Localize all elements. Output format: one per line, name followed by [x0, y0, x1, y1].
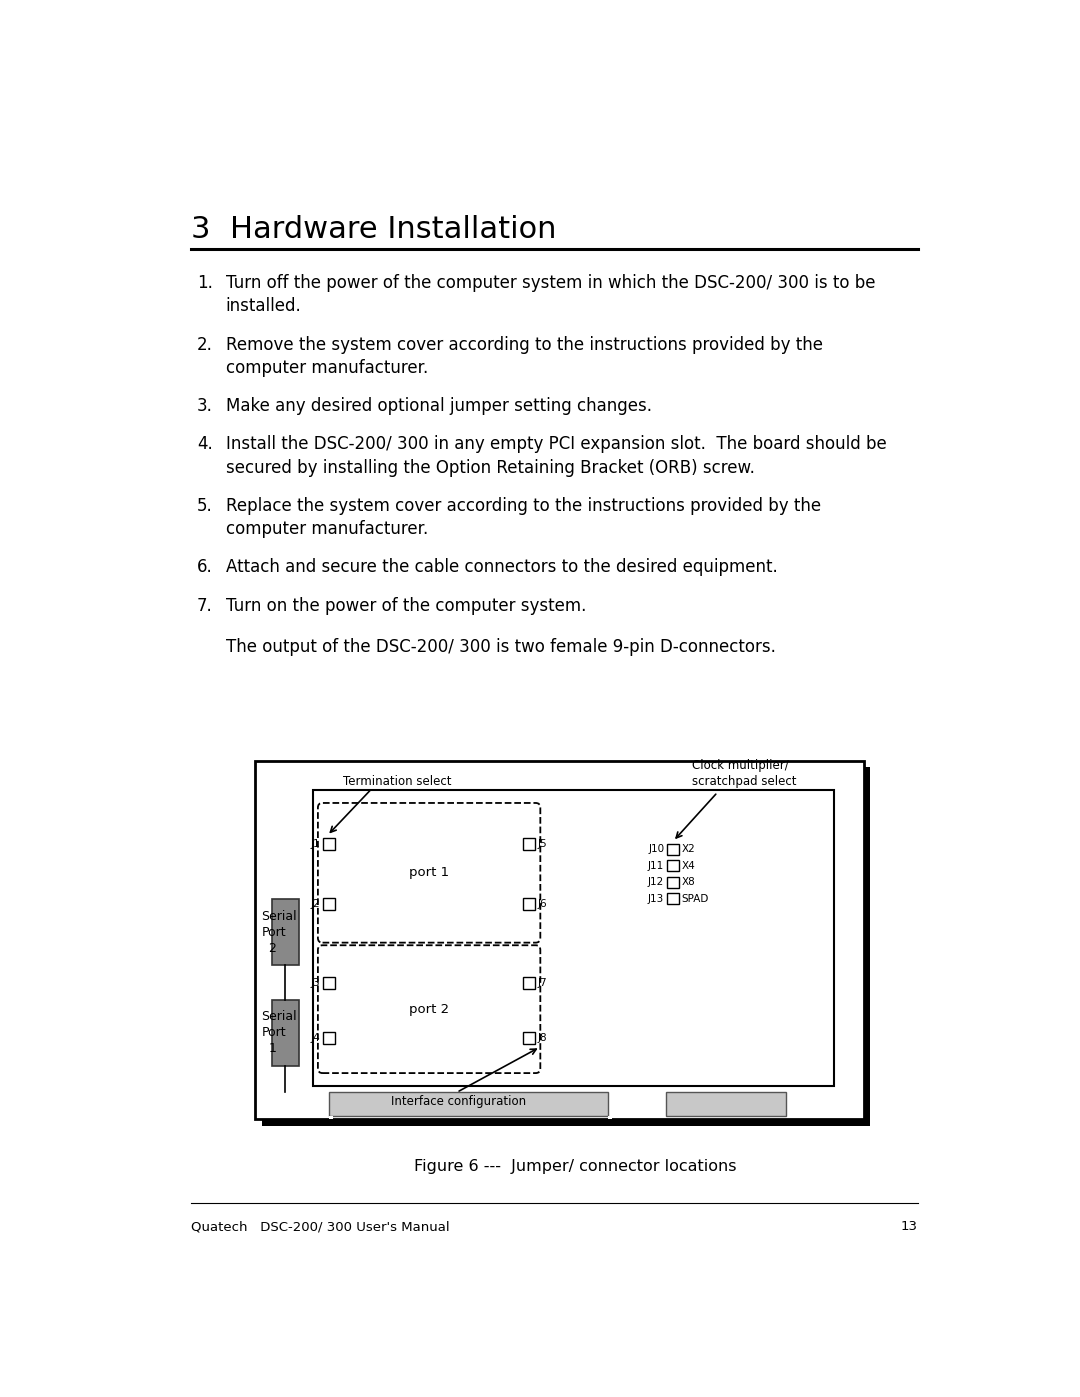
- Bar: [323, 977, 335, 989]
- Bar: [666, 1092, 786, 1116]
- Bar: [667, 877, 678, 887]
- Text: computer manufacturer.: computer manufacturer.: [226, 520, 428, 538]
- Text: J12: J12: [648, 877, 664, 887]
- Text: 6.: 6.: [197, 559, 213, 577]
- Text: 2.: 2.: [197, 335, 213, 353]
- Text: J6: J6: [538, 900, 548, 909]
- Bar: [667, 844, 678, 855]
- Text: J2: J2: [311, 900, 321, 909]
- Text: port 1: port 1: [409, 866, 449, 879]
- Text: computer manufacturer.: computer manufacturer.: [226, 359, 428, 377]
- Bar: [328, 1116, 333, 1119]
- Text: The output of the DSC-200/ 300 is two female 9-pin D-connectors.: The output of the DSC-200/ 300 is two fe…: [226, 638, 775, 657]
- Text: Make any desired optional jumper setting changes.: Make any desired optional jumper setting…: [226, 397, 651, 415]
- Text: Clock multiplier/
scratchpad select: Clock multiplier/ scratchpad select: [692, 759, 797, 788]
- Bar: [524, 898, 536, 909]
- Bar: [323, 1031, 335, 1044]
- Bar: [323, 838, 335, 851]
- Text: J7: J7: [538, 978, 548, 988]
- Text: Serial
Port
  2: Serial Port 2: [261, 909, 297, 954]
- Text: 4.: 4.: [197, 436, 213, 453]
- Bar: [272, 1000, 298, 1066]
- Text: Replace the system cover according to the instructions provided by the: Replace the system cover according to th…: [226, 497, 821, 515]
- Text: J5: J5: [538, 840, 548, 849]
- Text: J8: J8: [538, 1032, 548, 1042]
- Bar: [524, 838, 536, 851]
- Text: Install the DSC-200/ 300 in any empty PCI expansion slot.  The board should be: Install the DSC-200/ 300 in any empty PC…: [226, 436, 887, 453]
- Text: 5.: 5.: [197, 497, 213, 515]
- Text: Remove the system cover according to the instructions provided by the: Remove the system cover according to the…: [226, 335, 823, 353]
- Text: Interface configuration: Interface configuration: [391, 1095, 526, 1108]
- Text: J13: J13: [648, 894, 664, 904]
- Text: SPAD: SPAD: [681, 894, 710, 904]
- Bar: [667, 893, 678, 904]
- Text: J10: J10: [648, 844, 664, 854]
- Text: installed.: installed.: [226, 298, 301, 316]
- Bar: [328, 1092, 608, 1116]
- Text: Serial
Port
  1: Serial Port 1: [261, 1010, 297, 1055]
- Text: X2: X2: [681, 844, 696, 854]
- Bar: [272, 900, 298, 965]
- Text: 7.: 7.: [197, 597, 213, 615]
- Bar: [323, 898, 335, 909]
- Bar: [255, 760, 864, 1119]
- Text: X8: X8: [681, 877, 696, 887]
- Text: X4: X4: [681, 861, 696, 870]
- Text: 1.: 1.: [197, 274, 213, 292]
- Text: Quatech   DSC-200/ 300 User's Manual: Quatech DSC-200/ 300 User's Manual: [191, 1220, 449, 1234]
- Text: 3.: 3.: [197, 397, 213, 415]
- Text: J3: J3: [311, 978, 321, 988]
- Text: secured by installing the Option Retaining Bracket (ORB) screw.: secured by installing the Option Retaini…: [226, 458, 755, 476]
- Text: port 2: port 2: [409, 1003, 449, 1016]
- Bar: [608, 1116, 611, 1119]
- Text: J4: J4: [311, 1032, 321, 1042]
- Bar: [313, 789, 834, 1087]
- Text: 13: 13: [901, 1220, 918, 1234]
- Text: J1: J1: [311, 840, 321, 849]
- Bar: [524, 977, 536, 989]
- Text: Attach and secure the cable connectors to the desired equipment.: Attach and secure the cable connectors t…: [226, 559, 778, 577]
- Text: Figure 6 ---  Jumper/ connector locations: Figure 6 --- Jumper/ connector locations: [414, 1158, 737, 1173]
- Text: J11: J11: [648, 861, 664, 870]
- Bar: [524, 1031, 536, 1044]
- Text: 3  Hardware Installation: 3 Hardware Installation: [191, 215, 556, 244]
- Bar: [667, 861, 678, 872]
- FancyBboxPatch shape: [318, 803, 540, 943]
- FancyBboxPatch shape: [318, 946, 540, 1073]
- Text: Termination select: Termination select: [342, 775, 451, 788]
- Bar: [262, 767, 870, 1126]
- Text: Turn off the power of the computer system in which the DSC-200/ 300 is to be: Turn off the power of the computer syste…: [226, 274, 875, 292]
- Text: Turn on the power of the computer system.: Turn on the power of the computer system…: [226, 597, 586, 615]
